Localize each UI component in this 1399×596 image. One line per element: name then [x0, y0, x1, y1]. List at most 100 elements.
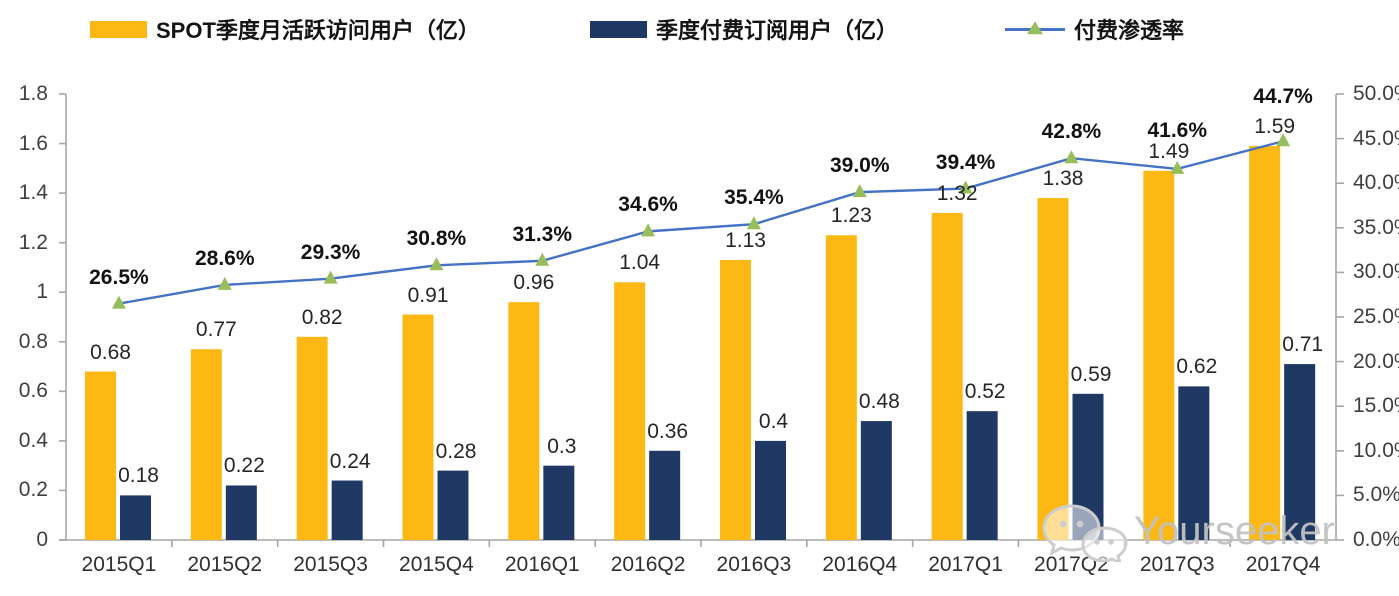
mau-value-label: 1.59	[1254, 115, 1296, 139]
penetration-value-label: 26.5%	[89, 265, 149, 289]
subs-legend-swatch-icon	[590, 20, 647, 38]
y-axis-tick-label: 0.8	[18, 329, 48, 353]
penetration-legend-label: 付费渗透率	[1074, 18, 1185, 43]
y2-axis-tick-label: 5.0%	[1353, 483, 1399, 507]
subs-value-label: 0.36	[647, 419, 689, 443]
penetration-marker-icon	[429, 257, 444, 271]
subs-value-label: 0.24	[329, 449, 371, 473]
legend-item-subs: 季度付费订阅用户（亿）	[590, 13, 898, 45]
bar-subs	[225, 485, 257, 540]
penetration-value-label: 44.7%	[1253, 85, 1313, 109]
bar-subs	[649, 450, 681, 540]
y2-axis-tick-label: 35.0%	[1353, 215, 1399, 239]
legend-item-mau: SPOT季度月活跃访问用户（亿）	[90, 13, 480, 45]
y2-axis-tick-label: 25.0%	[1353, 305, 1399, 328]
bar-mau	[1037, 198, 1069, 541]
mau-legend-label: SPOT季度月活跃访问用户（亿）	[156, 18, 480, 43]
x-axis-label: 2015Q3	[293, 553, 368, 576]
bar-subs	[543, 465, 575, 540]
y2-axis-tick-label: 30.0%	[1353, 260, 1399, 284]
x-axis-label: 2016Q4	[822, 553, 898, 576]
bar-mau	[614, 282, 646, 540]
bar-subs	[1178, 386, 1210, 540]
mau-legend-swatch-icon	[90, 20, 147, 38]
penetration-value-label: 42.8%	[1041, 120, 1102, 144]
bar-subs	[755, 440, 786, 540]
bar-mau	[1249, 146, 1281, 541]
bar-subs	[331, 480, 363, 540]
wechat-icon	[1042, 504, 1128, 562]
subs-value-label: 0.4	[758, 409, 789, 433]
x-axis-label: 2016Q2	[610, 553, 686, 576]
y-axis-tick-label: 1.8	[18, 82, 48, 105]
bar-mau	[825, 235, 857, 540]
bar-subs	[120, 495, 151, 540]
penetration-marker-icon	[217, 276, 232, 290]
x-axis-label: 2015Q4	[399, 553, 474, 576]
penetration-value-label: 31.3%	[512, 222, 573, 246]
y-axis-tick-label: 0.6	[18, 379, 48, 403]
y-axis-tick-label: 0.2	[18, 478, 48, 502]
watermark-text: Yourseeker	[1134, 508, 1335, 553]
mau-value-label: 0.68	[90, 340, 131, 364]
penetration-marker-icon	[746, 216, 761, 230]
subs-legend-label: 季度付费订阅用户（亿）	[656, 18, 899, 43]
penetration-value-label: 39.0%	[829, 154, 890, 178]
x-axis-label: 2016Q3	[716, 553, 792, 576]
penetration-value-label: 35.4%	[724, 186, 784, 210]
y2-axis-tick-label: 20.0%	[1353, 349, 1399, 373]
subs-value-label: 0.48	[858, 390, 900, 414]
penetration-marker-icon	[1170, 160, 1185, 174]
y-axis-tick-label: 1.2	[18, 230, 48, 254]
x-axis-label: 2016Q1	[504, 553, 580, 576]
bar-mau	[296, 336, 328, 540]
mau-value-label: 0.77	[195, 318, 237, 342]
y-axis-tick-label: 0.4	[18, 428, 48, 452]
bar-subs	[860, 421, 892, 540]
penetration-value-label: 30.8%	[406, 227, 467, 251]
penetration-marker-icon	[958, 180, 973, 194]
penetration-marker-icon	[535, 252, 550, 266]
penetration-marker-icon	[1276, 133, 1291, 147]
penetration-marker-icon	[641, 223, 656, 237]
mau-value-label: 1.32	[936, 181, 978, 205]
y2-axis-tick-label: 50.0%	[1353, 82, 1399, 105]
bar-mau	[931, 212, 963, 540]
line-marker-legend-icon	[1005, 21, 1065, 35]
bar-mau	[508, 302, 540, 540]
mau-value-label: 1.49	[1148, 139, 1190, 163]
penetration-value-label: 34.6%	[618, 193, 678, 217]
subs-value-label: 0.28	[435, 439, 477, 463]
penetration-value-label: 41.6%	[1147, 118, 1208, 142]
bar-mau	[1143, 170, 1175, 541]
penetration-marker-icon	[111, 295, 126, 309]
mau-value-label: 1.23	[830, 204, 872, 228]
penetration-marker-icon	[323, 270, 338, 284]
bar-mau	[190, 349, 222, 540]
x-axis-label: 2015Q1	[81, 553, 157, 576]
mau-value-label: 1.13	[725, 229, 766, 252]
bar-mau	[720, 260, 751, 540]
mau-value-label: 0.91	[407, 283, 449, 307]
penetration-value-label: 39.4%	[935, 150, 996, 174]
y2-axis-tick-label: 0.0%	[1353, 528, 1399, 551]
y-axis-tick-label: 1.4	[18, 181, 48, 205]
y2-axis-tick-label: 10.0%	[1353, 438, 1399, 462]
x-axis-label: 2015Q2	[187, 553, 263, 576]
mau-value-label: 0.82	[301, 305, 343, 329]
x-axis-label: 2017Q3	[1139, 553, 1215, 576]
x-axis-label: 2017Q4	[1245, 553, 1321, 576]
bar-subs	[437, 470, 469, 540]
penetration-marker-icon	[852, 184, 867, 198]
y2-axis-tick-label: 40.0%	[1353, 171, 1399, 195]
legend-item-penetration: 付费渗透率	[1005, 13, 1184, 45]
subs-value-label: 0.59	[1070, 362, 1112, 386]
penetration-value-label: 29.3%	[300, 240, 361, 264]
watermark: Yourseeker	[1038, 500, 1335, 562]
subs-value-label: 0.52	[964, 380, 1006, 404]
mau-value-label: 1.04	[619, 251, 661, 275]
mau-value-label: 0.96	[513, 271, 555, 295]
y-axis-tick-label: 1.6	[18, 131, 48, 155]
penetration-line	[118, 140, 1284, 305]
